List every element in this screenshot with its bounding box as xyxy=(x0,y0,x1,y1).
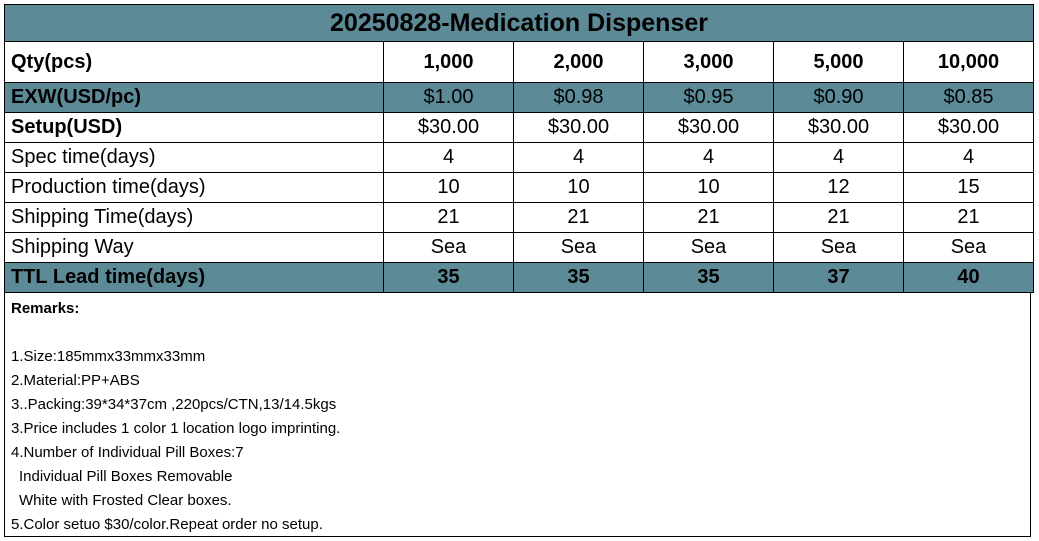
title-row: 20250828-Medication Dispenser xyxy=(3,4,1035,42)
lead-time-cell[interactable]: 35 xyxy=(513,262,644,293)
remark-line: Individual Pill Boxes Removable xyxy=(19,468,233,485)
shipping-way-cell[interactable]: Sea xyxy=(643,232,774,263)
price-cell[interactable]: $0.90 xyxy=(773,82,904,113)
remark-line: 2.Material:PP+ABS xyxy=(11,372,140,389)
setup-cell[interactable]: $30.00 xyxy=(383,112,514,143)
price-cell[interactable]: $0.95 xyxy=(643,82,774,113)
qty-cell[interactable]: 10,000 xyxy=(902,41,1035,83)
remark-line: 4.Number of Individual Pill Boxes:7 xyxy=(11,444,244,461)
remark-line: 5.Color setuo $30/color.Repeat order no … xyxy=(11,516,323,533)
qty-row: Qty(pcs) 1,000 2,000 3,000 5,000 10,000 xyxy=(4,41,1035,83)
qty-label[interactable]: Qty(pcs) xyxy=(4,41,384,83)
shipping-time-cell[interactable]: 21 xyxy=(643,202,774,233)
row-label[interactable]: Shipping Time(days) xyxy=(4,202,384,233)
production-time-cell[interactable]: 12 xyxy=(773,172,904,203)
shipping-time-row: Shipping Time(days) 21 21 21 21 21 xyxy=(4,202,1035,233)
qty-cell[interactable]: 5,000 xyxy=(773,41,904,83)
setup-row: Setup(USD) $30.00 $30.00 $30.00 $30.00 $… xyxy=(4,112,1035,143)
row-label[interactable]: Spec time(days) xyxy=(4,142,384,173)
price-cell[interactable]: $1.00 xyxy=(383,82,514,113)
remark-line: 3.Price includes 1 color 1 location logo… xyxy=(11,420,341,437)
spec-time-cell[interactable]: 4 xyxy=(773,142,904,173)
row-label[interactable]: EXW(USD/pc) xyxy=(4,82,384,113)
price-table: 20250828-Medication Dispenser Qty(pcs) 1… xyxy=(3,4,1035,293)
shipping-time-cell[interactable]: 21 xyxy=(902,202,1035,233)
remark-line: White with Frosted Clear boxes. xyxy=(19,492,232,509)
shipping-way-row: Shipping Way Sea Sea Sea Sea Sea xyxy=(4,232,1035,263)
row-label[interactable]: Setup(USD) xyxy=(4,112,384,143)
remark-line: 3..Packing:39*34*37cm ,220pcs/CTN,13/14.… xyxy=(11,396,337,413)
production-time-cell[interactable]: 15 xyxy=(902,172,1035,203)
price-cell[interactable]: $0.98 xyxy=(513,82,644,113)
setup-cell[interactable]: $30.00 xyxy=(902,112,1035,143)
quote-sheet: 20250828-Medication Dispenser Qty(pcs) 1… xyxy=(3,4,1035,537)
row-label[interactable]: Shipping Way xyxy=(4,232,384,263)
production-time-cell[interactable]: 10 xyxy=(383,172,514,203)
shipping-way-cell[interactable]: Sea xyxy=(383,232,514,263)
shipping-time-cell[interactable]: 21 xyxy=(383,202,514,233)
shipping-way-cell[interactable]: Sea xyxy=(513,232,644,263)
spec-time-cell[interactable]: 4 xyxy=(643,142,774,173)
qty-cell[interactable]: 2,000 xyxy=(513,41,644,83)
spec-time-row: Spec time(days) 4 4 4 4 4 xyxy=(4,142,1035,173)
remarks-blank-line xyxy=(11,321,1024,345)
remark-line: 1.Size:185mmx33mmx33mm xyxy=(11,348,206,365)
shipping-way-cell[interactable]: Sea xyxy=(773,232,904,263)
shipping-time-cell[interactable]: 21 xyxy=(513,202,644,233)
row-label[interactable]: Production time(days) xyxy=(4,172,384,203)
spec-time-cell[interactable]: 4 xyxy=(383,142,514,173)
setup-cell[interactable]: $30.00 xyxy=(773,112,904,143)
lead-time-cell[interactable]: 40 xyxy=(902,262,1035,293)
lead-time-cell[interactable]: 35 xyxy=(383,262,514,293)
spec-time-cell[interactable]: 4 xyxy=(513,142,644,173)
price-cell[interactable]: $0.85 xyxy=(902,82,1035,113)
lead-time-cell[interactable]: 37 xyxy=(773,262,904,293)
production-time-cell[interactable]: 10 xyxy=(513,172,644,203)
production-time-row: Production time(days) 10 10 10 12 15 xyxy=(4,172,1035,203)
shipping-time-cell[interactable]: 21 xyxy=(773,202,904,233)
lead-time-cell[interactable]: 35 xyxy=(643,262,774,293)
row-label[interactable]: TTL Lead time(days) xyxy=(4,262,384,293)
qty-cell[interactable]: 3,000 xyxy=(643,41,774,83)
qty-cell[interactable]: 1,000 xyxy=(383,41,514,83)
setup-cell[interactable]: $30.00 xyxy=(513,112,644,143)
production-time-cell[interactable]: 10 xyxy=(643,172,774,203)
sheet-title[interactable]: 20250828-Medication Dispenser xyxy=(3,4,1035,42)
shipping-way-cell[interactable]: Sea xyxy=(902,232,1035,263)
remarks-title: Remarks: xyxy=(11,300,80,317)
remarks-box[interactable]: Remarks: 1.Size:185mmx33mmx33mm 2.Materi… xyxy=(4,293,1031,537)
exw-price-row: EXW(USD/pc) $1.00 $0.98 $0.95 $0.90 $0.8… xyxy=(4,82,1035,113)
spec-time-cell[interactable]: 4 xyxy=(902,142,1035,173)
setup-cell[interactable]: $30.00 xyxy=(643,112,774,143)
ttl-lead-time-row: TTL Lead time(days) 35 35 35 37 40 xyxy=(4,262,1035,293)
